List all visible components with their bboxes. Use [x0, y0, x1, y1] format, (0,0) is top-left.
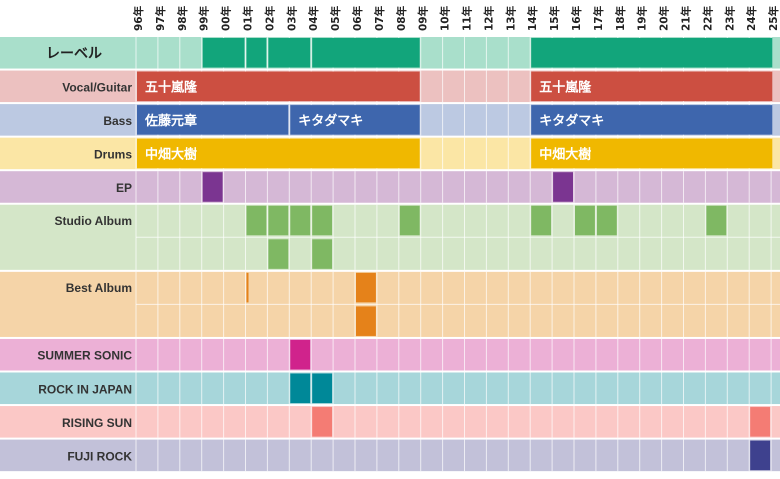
timeline-bar [531, 205, 552, 236]
bar-label: 五十嵐隆 [145, 79, 198, 95]
timeline-bar [312, 373, 333, 404]
year-label: 21年 [680, 5, 693, 31]
year-label: 06年 [351, 5, 364, 31]
row-background [0, 439, 780, 472]
year-label: 25年 [767, 5, 780, 31]
timeline-bar [356, 272, 376, 303]
bar-label: キタダマキ [539, 113, 604, 129]
timeline-bar [246, 38, 267, 68]
row-bass: Bass 佐藤元章 キタダマキ キタダマキ [0, 104, 780, 136]
timeline-bar [312, 407, 333, 437]
bar-label: 中畑大樹 [539, 146, 591, 162]
timeline-bar [531, 71, 773, 102]
row-label: Best Album [66, 281, 132, 295]
year-label: 96年 [132, 5, 145, 31]
timeline-bar [399, 205, 420, 236]
row-background [0, 406, 780, 438]
timeline-bar [312, 38, 420, 68]
timeline-bar [290, 339, 311, 370]
year-label: 15年 [548, 5, 561, 31]
row-label: Studio Album [54, 214, 132, 228]
row-vocal: Vocal/Guitar 五十嵐隆 五十嵐隆 [0, 70, 780, 103]
year-label: 14年 [526, 5, 539, 31]
year-label: 99年 [198, 5, 211, 31]
year-label: 01年 [242, 5, 255, 31]
year-label: 10年 [439, 5, 452, 31]
row-summer: SUMMER SONIC [0, 338, 780, 371]
row-fuji: FUJI ROCK [0, 439, 780, 472]
timeline-bar [312, 205, 333, 236]
year-label: 24年 [745, 5, 758, 31]
timeline-bar [531, 38, 773, 68]
row-ep: EP [0, 171, 780, 203]
year-label: 08年 [395, 5, 408, 31]
row-label: Drums [94, 147, 132, 161]
timeline-bar [356, 306, 376, 336]
timeline-bar [290, 105, 420, 135]
year-label: 09年 [417, 5, 430, 31]
bar-label: 五十嵐隆 [539, 79, 592, 95]
row-background [0, 338, 780, 371]
timeline-bar [575, 205, 595, 236]
timeline-bar [246, 272, 249, 303]
timeline-bar [290, 373, 311, 404]
year-label: 13年 [504, 5, 517, 31]
year-label: 97年 [154, 5, 167, 31]
timeline-bar [312, 239, 333, 269]
timeline-bar [246, 205, 267, 236]
row-label: Vocal/Guitar [62, 80, 132, 94]
year-label: 07年 [373, 5, 386, 31]
timeline-bar [202, 38, 245, 68]
row-label: ROCK IN JAPAN [38, 382, 132, 396]
row-rij: ROCK IN JAPAN [0, 372, 780, 405]
year-label: 19年 [636, 5, 649, 31]
timeline-bar [202, 172, 223, 202]
timeline-bar [290, 205, 311, 236]
year-label: 18年 [614, 5, 627, 31]
year-label: 23年 [723, 5, 736, 31]
year-label: 12年 [482, 5, 495, 31]
timeline-bar [750, 440, 771, 471]
year-label: 05年 [329, 5, 342, 31]
year-label: 22年 [701, 5, 714, 31]
row-label: RISING SUN [62, 416, 132, 430]
year-label: 17年 [592, 5, 605, 31]
row-best: Best Album [0, 271, 780, 337]
row-background [0, 372, 780, 405]
year-label: 00年 [220, 5, 233, 31]
timeline-bar [553, 172, 573, 202]
row-label: FUJI ROCK [67, 449, 132, 463]
year-label: 16年 [570, 5, 583, 31]
row-drums: Drums 中畑大樹 中畑大樹 [0, 137, 780, 170]
row-label: レーベル [0, 37, 780, 69]
row-rising: RISING SUN [0, 406, 780, 438]
timeline-bar [137, 138, 420, 169]
year-label: 04年 [307, 5, 320, 31]
row-label: レーベル [46, 46, 102, 62]
bar-label: キタダマキ [298, 113, 363, 129]
row-label: Bass [103, 114, 132, 128]
timeline-bar [531, 105, 773, 135]
timeline-bar [531, 138, 773, 169]
timeline-bar [268, 38, 311, 68]
timeline-bar [268, 239, 289, 269]
row-label: EP [116, 181, 132, 195]
year-label: 98年 [176, 5, 189, 31]
bar-label: 佐藤元章 [144, 113, 197, 129]
timeline-bar [137, 71, 420, 102]
year-label: 02年 [263, 5, 276, 31]
year-label: 20年 [658, 5, 671, 31]
timeline-bar [137, 105, 289, 135]
timeline-bar [596, 205, 617, 236]
timeline-bar [268, 205, 289, 236]
year-label: 03年 [285, 5, 298, 31]
bar-label: 中畑大樹 [145, 146, 197, 162]
year-label: 11年 [461, 5, 474, 31]
row-background [0, 171, 780, 203]
timeline-bar [750, 407, 771, 437]
row-studio: Studio Album [0, 204, 780, 270]
row-label: SUMMER SONIC [37, 349, 132, 363]
timeline-bar [706, 205, 727, 236]
